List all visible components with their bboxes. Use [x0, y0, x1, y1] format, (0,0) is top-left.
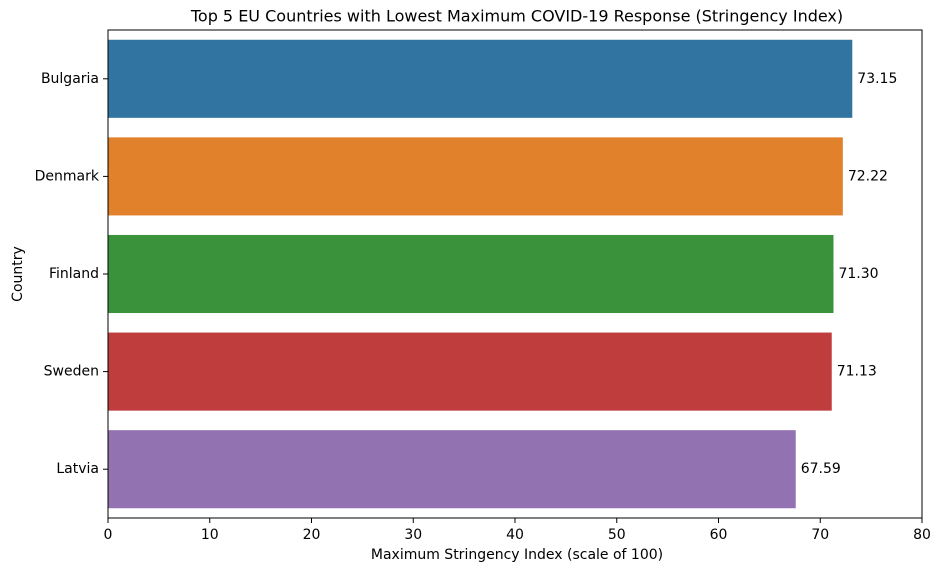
- x-tick-label: 30: [404, 527, 422, 543]
- bar: [108, 430, 796, 509]
- value-label: 73.15: [857, 71, 897, 87]
- x-tick-label: 50: [608, 527, 626, 543]
- y-tick-label: Finland: [49, 266, 99, 282]
- y-tick-label: Denmark: [35, 168, 100, 184]
- bar: [108, 137, 843, 216]
- chart-title: Top 5 EU Countries with Lowest Maximum C…: [190, 7, 843, 26]
- y-tick-label: Latvia: [56, 461, 99, 477]
- x-tick-label: 80: [913, 527, 931, 543]
- x-tick-label: 70: [811, 527, 829, 543]
- bar: [108, 234, 834, 314]
- value-label: 71.13: [837, 364, 877, 380]
- value-label: 67.59: [801, 461, 841, 477]
- bar: [108, 332, 832, 411]
- y-tick-label: Bulgaria: [41, 71, 99, 87]
- x-tick-label: 10: [201, 527, 219, 543]
- x-tick-label: 40: [506, 527, 524, 543]
- x-tick-label: 20: [303, 527, 321, 543]
- plot-frame: [107, 29, 923, 519]
- bar: [108, 39, 853, 118]
- x-axis-label: Maximum Stringency Index (scale of 100): [371, 547, 663, 563]
- value-label: 71.30: [838, 266, 878, 282]
- y-axis-label: Country: [10, 246, 26, 302]
- x-tick-label: 0: [104, 527, 113, 543]
- y-tick-label: Sweden: [44, 364, 99, 380]
- value-label: 72.22: [848, 168, 888, 184]
- x-tick-label: 60: [710, 527, 728, 543]
